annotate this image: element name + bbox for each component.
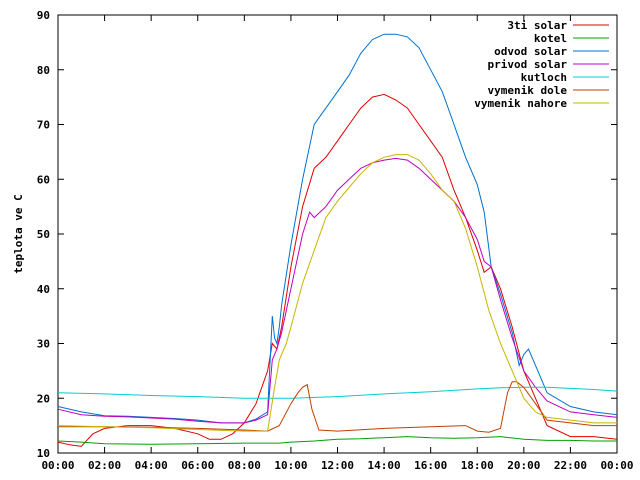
x-tick-label: 22:00	[554, 459, 587, 472]
series-line-4	[57, 386, 618, 399]
y-tick-label: 40	[37, 283, 50, 296]
series-lines	[57, 33, 618, 447]
y-tick-label: 80	[37, 64, 50, 77]
legend-label: odvod solar	[494, 45, 567, 58]
series-line-1	[57, 436, 617, 445]
legend-label: vymenik nahore	[474, 97, 567, 110]
series-line-3	[57, 157, 618, 424]
y-tick-label: 30	[37, 338, 50, 351]
legend-label: kotel	[534, 32, 567, 45]
legend-label: privod solar	[488, 58, 568, 71]
y-tick-label: 50	[37, 228, 50, 241]
x-tick-label: 00:00	[41, 459, 74, 472]
y-tick-label: 60	[37, 173, 50, 186]
series-line-0	[57, 93, 618, 447]
x-tick-label: 16:00	[414, 459, 447, 472]
y-axis-ticks: 10 20 30 40 50 60 70 80 90	[37, 9, 617, 460]
x-tick-label: 20:00	[507, 459, 540, 472]
legend-label: 3ti solar	[507, 19, 567, 32]
y-tick-label: 20	[37, 392, 50, 405]
x-axis-ticks: 00:00 02:00 04:00 06:00 08:00 10:00 12:00 14:00…	[41, 15, 634, 472]
x-tick-label: 10:00	[274, 459, 307, 472]
x-tick-label: 08:00	[228, 459, 261, 472]
legend-label: vymenik dole	[488, 84, 568, 97]
x-tick-label: 00:00	[600, 459, 633, 472]
x-tick-label: 18:00	[461, 459, 494, 472]
y-tick-label: 10	[37, 447, 50, 460]
x-tick-label: 12:00	[321, 459, 354, 472]
x-tick-label: 06:00	[181, 459, 214, 472]
series-line-5	[58, 381, 617, 433]
x-tick-label: 02:00	[88, 459, 121, 472]
x-tick-label: 14:00	[368, 459, 401, 472]
x-tick-label: 04:00	[135, 459, 168, 472]
y-tick-label: 90	[37, 9, 50, 22]
legend-label: kutloch	[521, 71, 567, 84]
y-tick-label: 70	[37, 119, 50, 132]
series-line-6	[57, 154, 617, 432]
y-axis-label: teplota ve C	[12, 194, 25, 273]
